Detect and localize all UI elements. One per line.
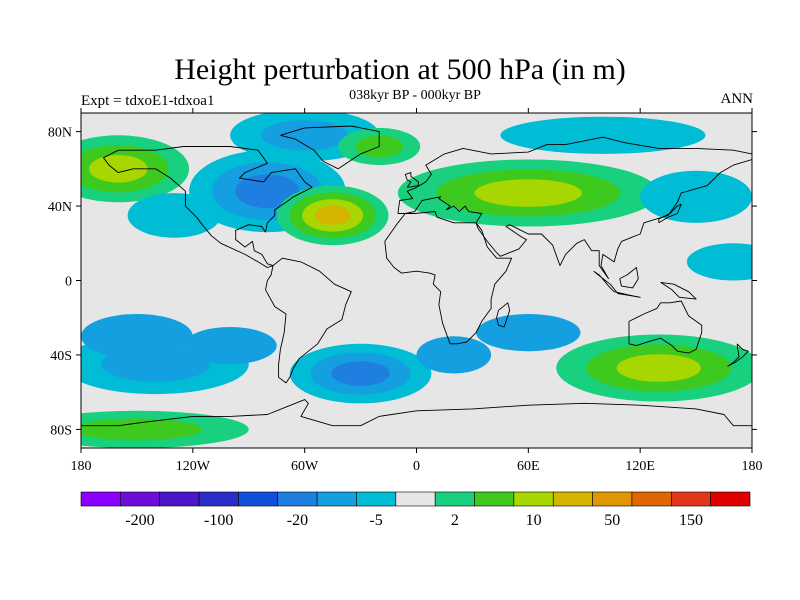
field-contour bbox=[81, 418, 203, 441]
x-tick-label: 60E bbox=[517, 459, 540, 474]
map-subtitle: 038kyr BP - 000kyr BP bbox=[349, 88, 481, 103]
colorbar-swatch bbox=[277, 491, 318, 507]
colorbar: -200 -100 -20 -5 2 10 50 150 bbox=[80, 491, 751, 529]
field-contour bbox=[331, 361, 390, 386]
colorbar-swatch bbox=[395, 491, 436, 507]
colorbar-label: -100 bbox=[204, 512, 233, 529]
map-title: Height perturbation at 500 hPa (in m) bbox=[174, 53, 626, 86]
colorbar-swatch bbox=[710, 491, 751, 507]
field-contour bbox=[476, 314, 581, 352]
colorbar-swatch bbox=[592, 491, 633, 507]
x-tick-label: 120W bbox=[176, 459, 211, 474]
height-field bbox=[81, 113, 752, 448]
experiment-label: Expt = tdxoE1-tdxoa1 bbox=[81, 93, 215, 109]
coastline-new-guinea bbox=[660, 281, 697, 300]
coastline-australia bbox=[628, 300, 703, 354]
axis-ticks: 180 120W 60W 0 60E 120E 180 80N 40N 0 40S 80S bbox=[48, 108, 763, 474]
coastline-south-america bbox=[265, 257, 352, 384]
y-tick-label: 80S bbox=[50, 423, 72, 438]
colorbar-swatch bbox=[238, 491, 279, 507]
colorbar-swatch bbox=[198, 491, 239, 507]
field-contour bbox=[183, 327, 277, 365]
colorbar-swatch bbox=[120, 491, 160, 507]
field-contour bbox=[416, 336, 492, 374]
colorbar-swatch bbox=[159, 491, 200, 507]
x-tick-label: 180 bbox=[71, 459, 92, 474]
field-contour bbox=[235, 174, 300, 209]
coastline-uk bbox=[404, 172, 419, 188]
colorbar-label: -200 bbox=[125, 512, 154, 529]
colorbar-label: 2 bbox=[451, 512, 459, 529]
y-tick-label: 40N bbox=[48, 200, 72, 215]
colorbar-label: 150 bbox=[679, 512, 703, 529]
y-tick-label: 80N bbox=[48, 126, 72, 141]
colorbar-swatch bbox=[552, 491, 593, 507]
coastline-japan bbox=[658, 203, 682, 224]
colorbar-swatch bbox=[631, 491, 672, 507]
x-tick-label: 0 bbox=[413, 459, 420, 474]
colorbar-swatch bbox=[316, 491, 357, 507]
x-tick-label: 60W bbox=[291, 459, 319, 474]
colorbar-swatch bbox=[513, 491, 554, 507]
field-contour bbox=[81, 314, 193, 359]
colorbar-swatch bbox=[356, 491, 397, 507]
y-tick-label: 40S bbox=[50, 349, 72, 364]
field-contour bbox=[89, 155, 148, 183]
field-contour bbox=[616, 354, 701, 382]
colorbar-label: 50 bbox=[604, 512, 620, 529]
field-contour bbox=[686, 243, 752, 281]
coastline-africa bbox=[384, 211, 513, 345]
coastline-borneo bbox=[619, 267, 639, 289]
colorbar-label: 10 bbox=[526, 512, 542, 529]
field-contour bbox=[314, 205, 351, 225]
coastline-new-zealand bbox=[727, 343, 749, 367]
colorbar-swatch bbox=[474, 491, 515, 507]
colorbar-label: -5 bbox=[369, 512, 382, 529]
season-label: ANN bbox=[720, 91, 754, 107]
coastline-north-america bbox=[103, 146, 313, 268]
colorbar-swatch bbox=[434, 491, 475, 507]
field-contour bbox=[127, 193, 221, 238]
field-contour bbox=[474, 179, 582, 207]
coastline-madagascar bbox=[496, 302, 511, 328]
x-tick-label: 120E bbox=[625, 459, 655, 474]
coastlines bbox=[81, 125, 752, 427]
coastline-greenland bbox=[280, 125, 380, 170]
coastline-europe-asia bbox=[397, 136, 752, 280]
y-tick-label: 0 bbox=[65, 275, 72, 290]
colorbar-swatch bbox=[670, 491, 711, 507]
coastline-antarctica bbox=[81, 399, 752, 427]
colorbar-swatch bbox=[80, 491, 121, 507]
field-contour bbox=[640, 170, 752, 223]
field-contour bbox=[261, 120, 349, 151]
colorbar-label: -20 bbox=[287, 512, 308, 529]
coastline-indonesia bbox=[593, 270, 641, 298]
x-tick-label: 180 bbox=[742, 459, 763, 474]
